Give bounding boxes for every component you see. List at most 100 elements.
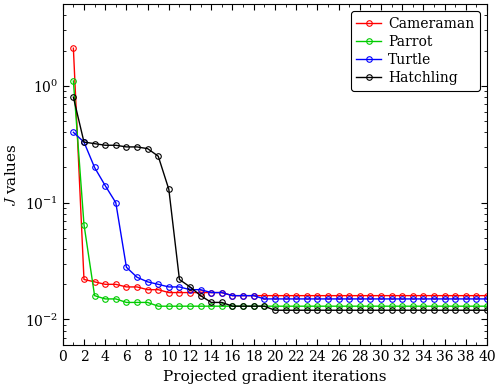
Hatchling [134, 145, 140, 149]
Hatchling [314, 308, 320, 313]
Cameraman [356, 293, 362, 298]
Y-axis label: $J$ values: $J$ values [4, 143, 19, 207]
Cameraman [420, 293, 426, 298]
Turtle [176, 285, 182, 289]
Hatchling [155, 154, 161, 159]
Hatchling [262, 304, 268, 308]
Parrot [272, 304, 278, 308]
Cameraman [155, 288, 161, 292]
Hatchling [92, 141, 98, 146]
Hatchling [282, 308, 288, 313]
Cameraman [304, 293, 310, 298]
Cameraman [144, 288, 150, 292]
Turtle [134, 275, 140, 280]
Hatchling [410, 308, 416, 313]
Turtle [388, 296, 394, 301]
Turtle [198, 288, 203, 292]
Cameraman [262, 293, 268, 298]
Cameraman [378, 293, 384, 298]
Turtle [282, 296, 288, 301]
Turtle [144, 279, 150, 284]
Cameraman [325, 293, 331, 298]
Parrot [198, 304, 203, 308]
Hatchling [304, 308, 310, 313]
Cameraman [230, 293, 235, 298]
Hatchling [124, 145, 130, 149]
Turtle [219, 290, 225, 295]
Cameraman [463, 293, 469, 298]
Cameraman [336, 293, 342, 298]
Parrot [92, 293, 98, 298]
Turtle [70, 130, 76, 135]
Turtle [113, 200, 119, 205]
Turtle [155, 282, 161, 287]
Cameraman [368, 293, 374, 298]
Cameraman [282, 293, 288, 298]
Hatchling [463, 308, 469, 313]
Cameraman [442, 293, 448, 298]
Parrot [368, 304, 374, 308]
Turtle [92, 165, 98, 170]
Parrot [346, 304, 352, 308]
Parrot [155, 304, 161, 308]
Turtle [230, 293, 235, 298]
Cameraman [113, 282, 119, 287]
Parrot [144, 300, 150, 305]
Parrot [166, 304, 172, 308]
Parrot [293, 304, 299, 308]
Cameraman [431, 293, 437, 298]
Parrot [113, 296, 119, 301]
Hatchling [113, 143, 119, 147]
Hatchling [240, 304, 246, 308]
Parrot [187, 304, 193, 308]
Hatchling [452, 308, 458, 313]
Hatchling [420, 308, 426, 313]
Parrot [463, 304, 469, 308]
Cameraman [346, 293, 352, 298]
Hatchling [399, 308, 405, 313]
Turtle [304, 296, 310, 301]
Hatchling [230, 304, 235, 308]
Hatchling [219, 300, 225, 305]
Parrot [325, 304, 331, 308]
Cameraman [124, 285, 130, 289]
Parrot [240, 304, 246, 308]
Turtle [420, 296, 426, 301]
Turtle [124, 265, 130, 270]
Turtle [81, 140, 87, 144]
Hatchling [474, 308, 480, 313]
Line: Cameraman: Cameraman [70, 45, 490, 298]
Hatchling [336, 308, 342, 313]
Parrot [208, 304, 214, 308]
Hatchling [70, 95, 76, 99]
Parrot [134, 300, 140, 305]
Turtle [452, 296, 458, 301]
Cameraman [399, 293, 405, 298]
Parrot [262, 304, 268, 308]
Cameraman [240, 293, 246, 298]
Parrot [336, 304, 342, 308]
Parrot [250, 304, 256, 308]
Hatchling [102, 143, 108, 147]
Parrot [356, 304, 362, 308]
Turtle [399, 296, 405, 301]
Hatchling [208, 300, 214, 305]
Turtle [431, 296, 437, 301]
Cameraman [272, 293, 278, 298]
Turtle [102, 183, 108, 188]
Parrot [81, 222, 87, 227]
Cameraman [198, 290, 203, 295]
Hatchling [442, 308, 448, 313]
Line: Parrot: Parrot [70, 78, 490, 309]
Hatchling [250, 304, 256, 308]
Parrot [304, 304, 310, 308]
X-axis label: Projected gradient iterations: Projected gradient iterations [163, 370, 386, 384]
Turtle [474, 296, 480, 301]
Cameraman [452, 293, 458, 298]
Parrot [431, 304, 437, 308]
Parrot [420, 304, 426, 308]
Legend: Cameraman, Parrot, Turtle, Hatchling: Cameraman, Parrot, Turtle, Hatchling [351, 11, 480, 91]
Turtle [293, 296, 299, 301]
Hatchling [81, 140, 87, 144]
Cameraman [219, 290, 225, 295]
